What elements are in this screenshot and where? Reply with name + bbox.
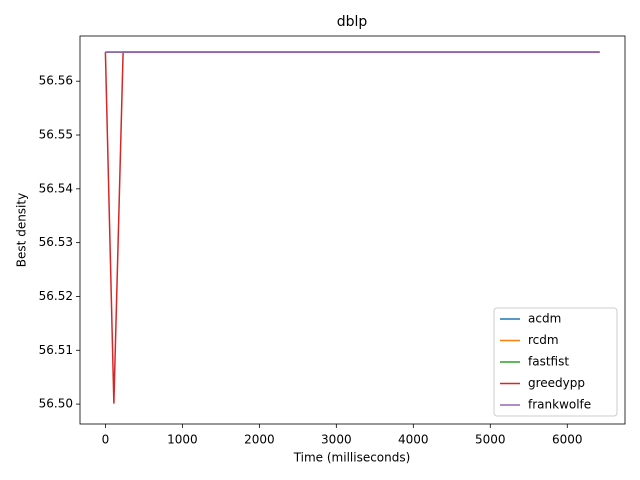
legend-box: [493, 307, 618, 417]
x-tick-label: 1000: [167, 433, 198, 447]
legend-label: acdm: [528, 312, 561, 326]
y-tick-label: 56.55: [39, 128, 73, 142]
plot-frame: [79, 35, 626, 425]
x-tick-label: 0: [102, 433, 110, 447]
chart-title: dblp: [337, 14, 368, 30]
x-tick-label: 6000: [552, 433, 583, 447]
y-tick-label: 56.53: [39, 235, 73, 249]
y-tick-label: 56.54: [39, 181, 73, 195]
x-tick-label: 3000: [321, 433, 352, 447]
x-tick-label: 2000: [244, 433, 275, 447]
legend-label: frankwolfe: [528, 398, 591, 412]
legend-label: rcdm: [528, 333, 559, 347]
y-tick-label: 56.56: [39, 74, 73, 88]
legend-label: fastfist: [528, 355, 569, 369]
y-tick-label: 56.51: [39, 343, 73, 357]
x-tick-label: 4000: [398, 433, 429, 447]
legend-label: greedypp: [528, 376, 585, 390]
y-tick-label: 56.50: [39, 397, 73, 411]
y-tick-label: 56.52: [39, 289, 73, 303]
x-tick-label: 5000: [475, 433, 506, 447]
y-axis-label: Best density: [15, 193, 29, 267]
x-axis-label: Time (milliseconds): [293, 451, 411, 465]
